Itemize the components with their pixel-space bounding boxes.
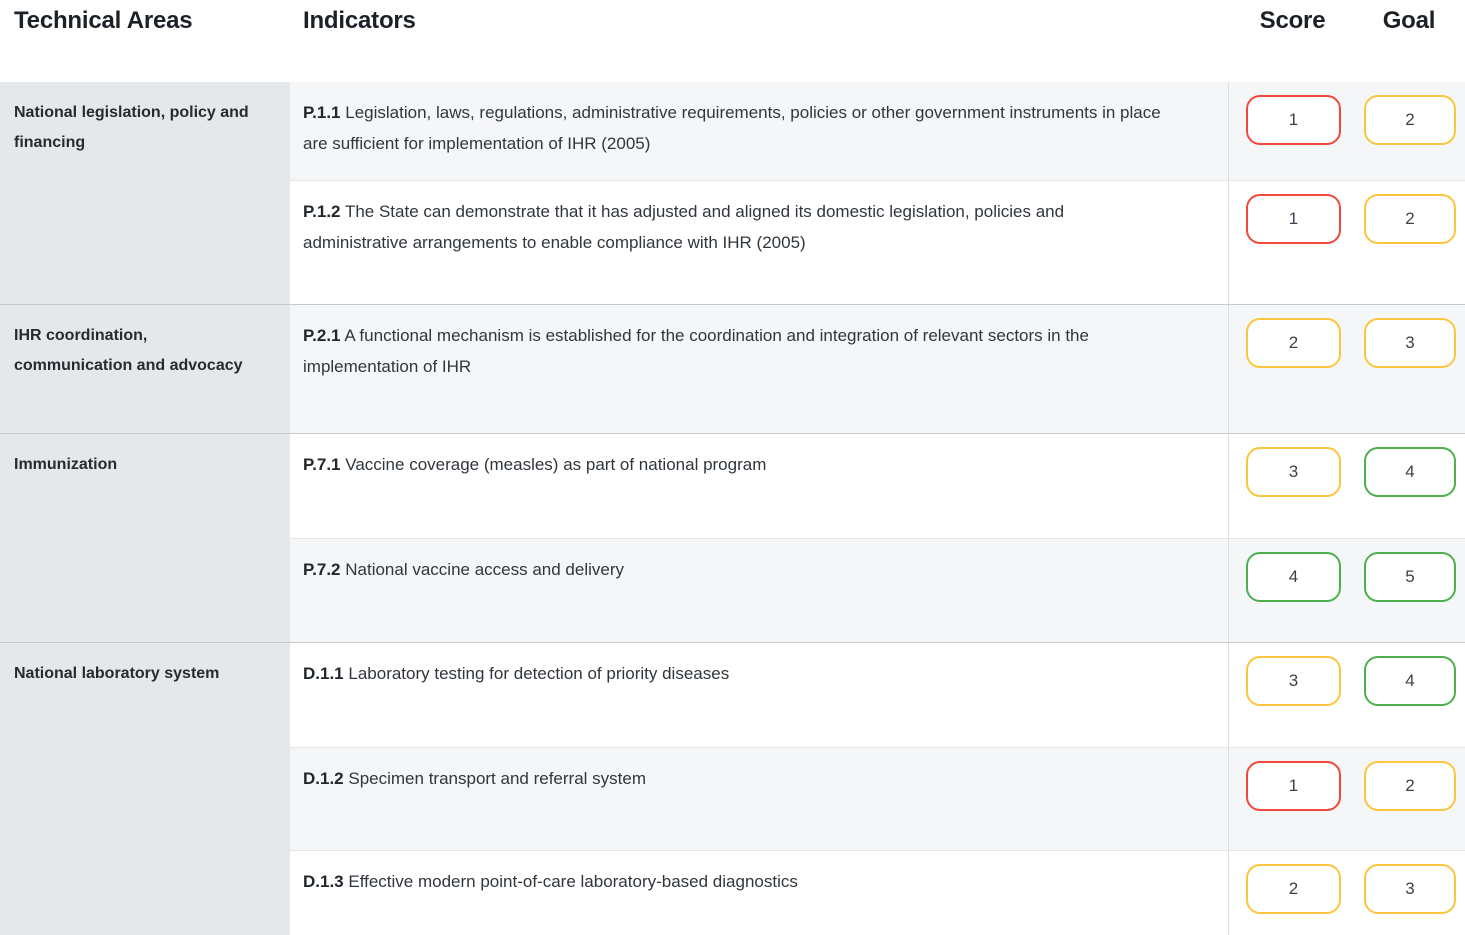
indicator-row: D.1.3 Effective modern point-of-care lab… <box>290 850 1465 935</box>
column-header-goal: Goal <box>1382 7 1436 34</box>
score-badge[interactable]: 3 <box>1246 656 1341 706</box>
score-goal-cell: 4 5 <box>1228 539 1465 642</box>
indicator-code: D.1.2 <box>303 769 344 788</box>
score-goal-cell: 1 2 <box>1228 181 1465 304</box>
goal-value: 2 <box>1405 110 1415 129</box>
score-value: 1 <box>1288 110 1299 129</box>
score-badge[interactable]: 1 <box>1246 194 1341 244</box>
technical-area-cell: National laboratory system <box>0 643 290 935</box>
indicator-row: P.1.1 Legislation, laws, regulations, ad… <box>290 82 1465 180</box>
goal-value: 3 <box>1405 333 1415 352</box>
score-badge[interactable]: 1 <box>1246 95 1341 145</box>
technical-area-label: IHR coordination, communication and advo… <box>14 327 243 374</box>
score-badge[interactable]: 1 <box>1246 761 1341 811</box>
indicator-description: A functional mechanism is established fo… <box>303 326 1089 376</box>
indicator-description: Vaccine coverage (measles) as part of na… <box>345 455 767 474</box>
goal-badge[interactable]: 4 <box>1364 656 1456 706</box>
score-goal-cell: 3 4 <box>1228 434 1465 538</box>
indicator-code: P.1.1 <box>303 103 341 122</box>
indicator-code: P.7.2 <box>303 560 341 579</box>
indicator-row: D.1.2 Specimen transport and referral sy… <box>290 747 1465 850</box>
indicator-description: Specimen transport and referral system <box>348 769 646 788</box>
indicator-code: P.7.1 <box>303 455 341 474</box>
score-value: 4 <box>1288 567 1299 586</box>
indicator-code: D.1.3 <box>303 872 344 891</box>
goal-value: 5 <box>1405 567 1415 586</box>
goal-badge[interactable]: 2 <box>1364 761 1456 811</box>
goal-value: 2 <box>1405 209 1415 228</box>
indicator-description: Legislation, laws, regulations, administ… <box>303 103 1161 153</box>
goal-badge[interactable]: 2 <box>1364 95 1456 145</box>
goal-value: 4 <box>1405 462 1415 481</box>
indicator-description: Effective modern point-of-care laborator… <box>348 872 798 891</box>
technical-area-cell: Immunization <box>0 434 290 642</box>
score-value: 3 <box>1288 671 1299 690</box>
score-goal-cell: 3 4 <box>1228 643 1465 747</box>
indicator-code: P.1.2 <box>303 202 341 221</box>
score-goal-cell: 2 3 <box>1228 305 1465 433</box>
score-value: 3 <box>1288 462 1299 481</box>
score-badge[interactable]: 2 <box>1246 318 1341 368</box>
indicator-text: D.1.1 Laboratory testing for detection o… <box>290 643 1228 747</box>
score-value: 1 <box>1288 776 1299 795</box>
score-goal-cell: 1 2 <box>1228 748 1465 850</box>
indicator-row: P.7.1 Vaccine coverage (measles) as part… <box>290 434 1465 538</box>
indicator-code: D.1.1 <box>303 664 344 683</box>
goal-badge[interactable]: 3 <box>1364 864 1456 914</box>
goal-badge[interactable]: 4 <box>1364 447 1456 497</box>
indicator-description: The State can demonstrate that it has ad… <box>303 202 1065 252</box>
score-value: 2 <box>1288 879 1299 898</box>
score-badge[interactable]: 2 <box>1246 864 1341 914</box>
table-group: Immunization P.7.1 Vaccine coverage (mea… <box>0 433 1465 642</box>
score-value: 2 <box>1288 333 1299 352</box>
indicator-row: P.1.2 The State can demonstrate that it … <box>290 180 1465 304</box>
indicator-text: D.1.3 Effective modern point-of-care lab… <box>290 851 1228 935</box>
goal-badge[interactable]: 5 <box>1364 552 1456 602</box>
score-goal-cell: 1 2 <box>1228 82 1465 180</box>
indicator-text: D.1.2 Specimen transport and referral sy… <box>290 748 1228 850</box>
goal-value: 4 <box>1405 671 1415 690</box>
technical-area-label: Immunization <box>14 456 118 473</box>
table-header: Technical Areas Indicators Score Goal <box>0 0 1465 82</box>
goal-badge[interactable]: 3 <box>1364 318 1456 368</box>
technical-area-cell: National legislation, policy and financi… <box>0 82 290 304</box>
score-badge[interactable]: 3 <box>1246 447 1341 497</box>
score-badge[interactable]: 4 <box>1246 552 1341 602</box>
column-header-score: Score <box>1259 7 1326 34</box>
goal-badge[interactable]: 2 <box>1364 194 1456 244</box>
technical-area-label: National legislation, policy and financi… <box>14 104 249 151</box>
indicator-text: P.2.1 A functional mechanism is establis… <box>290 305 1228 433</box>
indicator-description: Laboratory testing for detection of prio… <box>348 664 730 683</box>
column-header-technical-areas: Technical Areas <box>14 7 193 34</box>
goal-value: 2 <box>1405 776 1415 795</box>
indicators-table: National legislation, policy and financi… <box>0 82 1465 935</box>
indicator-row: P.2.1 A functional mechanism is establis… <box>290 305 1465 433</box>
indicator-description: National vaccine access and delivery <box>345 560 625 579</box>
technical-area-label: National laboratory system <box>14 665 220 682</box>
goal-value: 3 <box>1405 879 1415 898</box>
indicator-text: P.7.2 National vaccine access and delive… <box>290 539 1228 642</box>
indicator-text: P.1.2 The State can demonstrate that it … <box>290 181 1228 304</box>
score-goal-cell: 2 3 <box>1228 851 1465 935</box>
table-group: National laboratory system D.1.1 Laborat… <box>0 642 1465 935</box>
technical-area-cell: IHR coordination, communication and advo… <box>0 305 290 433</box>
table-group: National legislation, policy and financi… <box>0 82 1465 304</box>
table-group: IHR coordination, communication and advo… <box>0 304 1465 433</box>
indicator-code: P.2.1 <box>303 326 341 345</box>
score-value: 1 <box>1288 209 1299 228</box>
indicator-row: P.7.2 National vaccine access and delive… <box>290 538 1465 642</box>
indicator-text: P.1.1 Legislation, laws, regulations, ad… <box>290 82 1228 180</box>
indicator-row: D.1.1 Laboratory testing for detection o… <box>290 643 1465 747</box>
column-header-indicators: Indicators <box>303 7 416 34</box>
indicator-text: P.7.1 Vaccine coverage (measles) as part… <box>290 434 1228 538</box>
